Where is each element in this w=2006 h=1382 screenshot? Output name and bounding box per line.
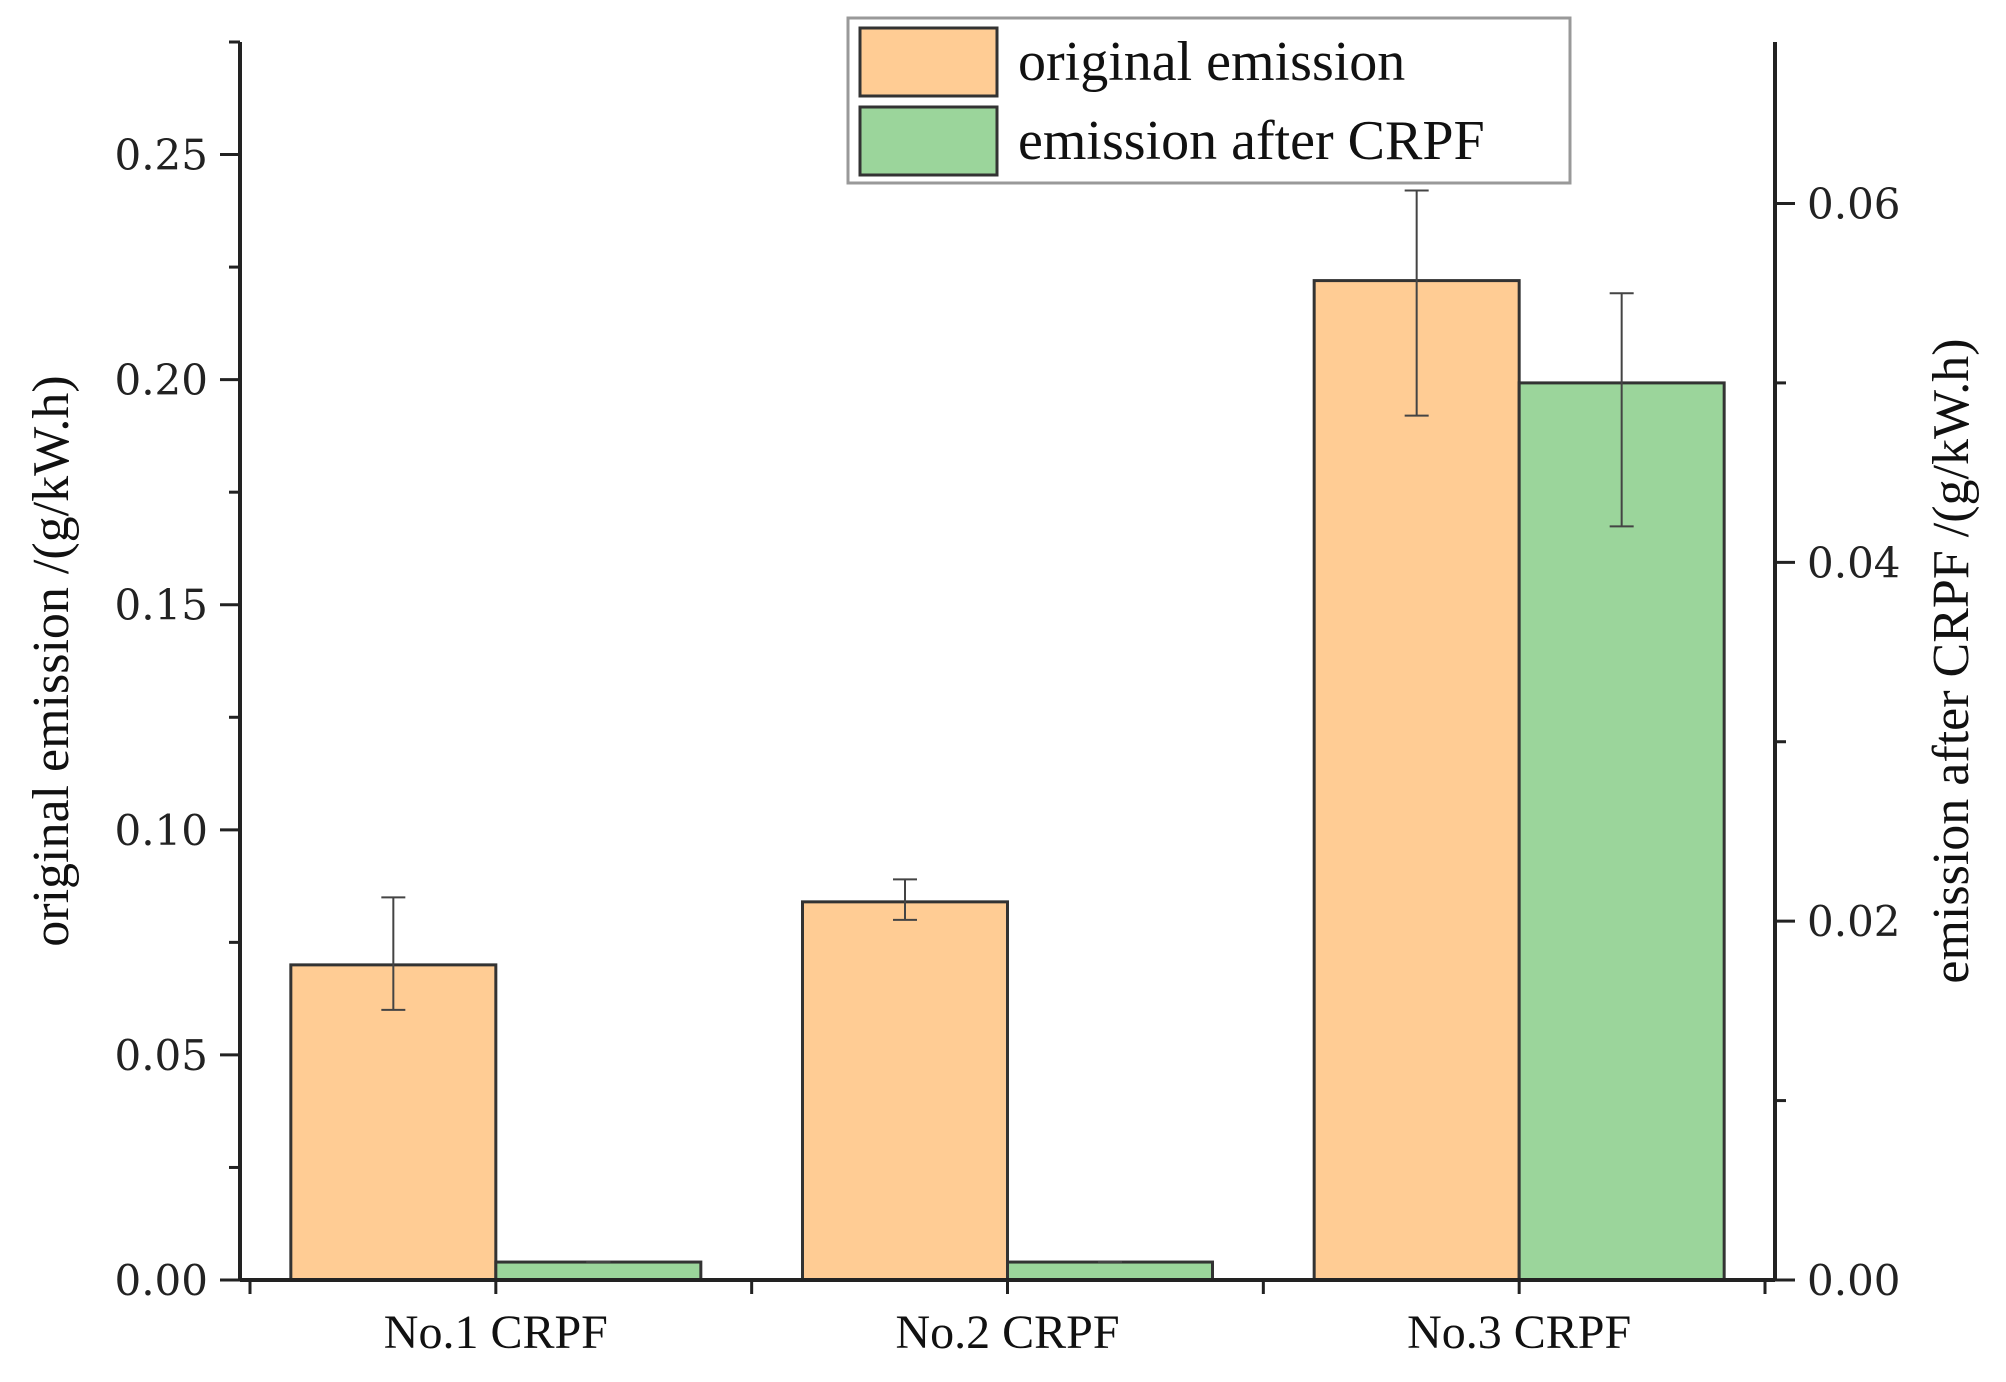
y-tick-label: 0.00 xyxy=(114,1256,208,1305)
bar-original-2 xyxy=(801,900,1009,1282)
axes-layer xyxy=(220,40,1795,1294)
x-tick-label: No.3 CRPF xyxy=(1407,1306,1631,1359)
bar-after-1 xyxy=(494,1260,703,1282)
legend-swatch xyxy=(858,26,999,98)
y-tick-label: 0.15 xyxy=(114,581,208,630)
bar-original-3 xyxy=(1312,279,1521,1282)
y2-tick-label: 0.04 xyxy=(1807,538,1901,587)
error-bars-layer xyxy=(381,189,1634,1264)
legend-swatch xyxy=(858,105,999,177)
y-axis-title: original emission /(g/kW.h) xyxy=(23,375,80,946)
y2-tick-label: 0.00 xyxy=(1807,1256,1901,1305)
y2-tick-label: 0.06 xyxy=(1807,179,1901,228)
x-tick-label: No.1 CRPF xyxy=(384,1306,608,1359)
tick-labels-layer: No.1 CRPF No.2 CRPF No.3 CRPF 0.00 0.05 0.10 0… xyxy=(114,131,1900,1359)
legend-entry: emission after CRPF xyxy=(1018,110,1485,172)
y-tick-label: 0.20 xyxy=(114,356,208,405)
y-tick-label: 0.05 xyxy=(114,1031,208,1080)
y-tick-label: 0.10 xyxy=(114,806,208,855)
bars-layer xyxy=(289,279,1726,1282)
bar-original-1 xyxy=(289,963,498,1282)
y-tick-label: 0.25 xyxy=(114,131,208,180)
legend-entry: original emission xyxy=(1018,31,1405,93)
bar-after-2 xyxy=(1006,1260,1214,1282)
y2-axis-title: emission after CRPF /(g/kW.h) xyxy=(1923,338,1980,983)
x-tick-label: No.2 CRPF xyxy=(895,1306,1119,1359)
y2-tick-label: 0.02 xyxy=(1807,897,1901,946)
bar-after-3 xyxy=(1517,381,1726,1282)
legend: original emission emission after CRPF xyxy=(846,16,1572,185)
